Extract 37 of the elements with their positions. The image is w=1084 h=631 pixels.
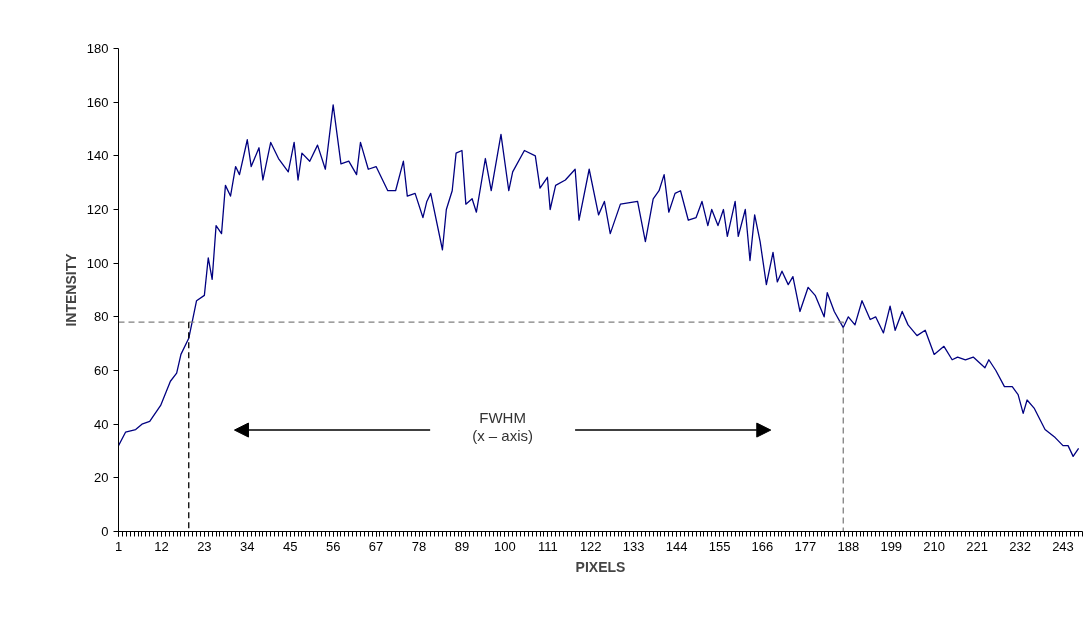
x-tick-label: 56: [325, 538, 341, 554]
x-tick-label: 89: [454, 538, 470, 554]
x-tick-label: 133: [622, 538, 645, 554]
x-tick-label: 1: [114, 538, 123, 554]
x-tick-label: 34: [240, 538, 255, 554]
x-tick-label: 166: [751, 538, 774, 554]
x-tick-label: 100: [494, 538, 516, 554]
x-tick-label: 122: [579, 538, 602, 554]
y-tick-label: 80: [94, 309, 109, 325]
x-tick-label: 67: [368, 538, 384, 554]
x-tick-label: 12: [154, 538, 169, 554]
y-tick-label: 160: [86, 94, 109, 110]
x-tick-label: 155: [708, 538, 731, 554]
y-axis-title: INTENSITY: [62, 252, 79, 327]
y-tick-label: 60: [94, 363, 109, 378]
x-tick-label: 221: [966, 538, 988, 554]
x-tick-label: 210: [923, 538, 946, 554]
x-tick-label: 177: [794, 538, 817, 554]
x-tick-label: 111: [537, 538, 558, 554]
y-tick-label: 20: [94, 470, 109, 486]
x-axis-title: PIXELS: [575, 558, 626, 575]
x-tick-label: 23: [197, 538, 212, 554]
x-tick-label: 78: [411, 538, 427, 554]
x-tick-label: 199: [880, 538, 903, 554]
x-tick-label: 45: [282, 538, 298, 554]
y-tick-label: 120: [86, 202, 109, 217]
x-tick-label: 144: [665, 538, 688, 554]
y-tick-label: 100: [86, 255, 109, 271]
y-tick-label: 180: [86, 41, 109, 56]
x-tick-label: 232: [1009, 538, 1031, 554]
y-tick-label: 0: [101, 524, 109, 539]
x-tick-label: 243: [1052, 538, 1074, 554]
annotation: FWHM (x – axis): [472, 408, 534, 444]
y-tick-label: 40: [94, 416, 109, 432]
x-tick-label: 188: [837, 538, 860, 554]
y-tick-label: 140: [86, 148, 109, 164]
line-series: [118, 104, 1080, 458]
